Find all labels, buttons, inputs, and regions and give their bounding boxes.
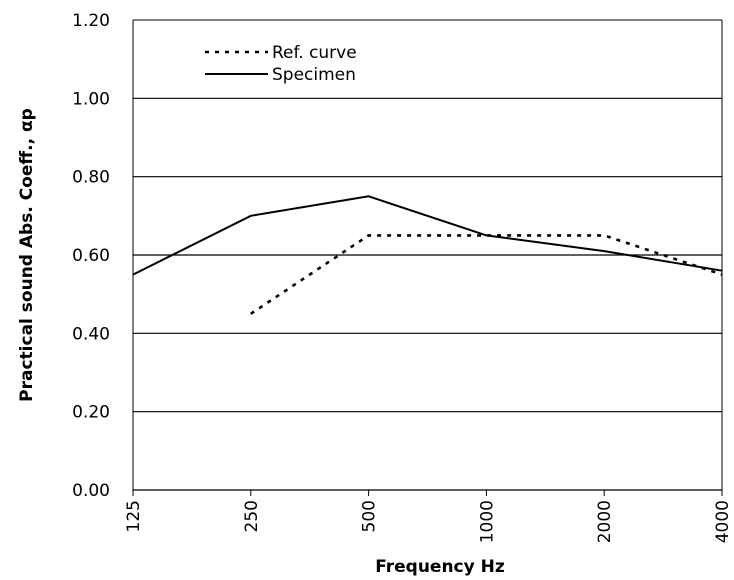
axes	[132, 19, 723, 496]
x-tick-labels: 125 250 500 1000 2000 4000	[124, 500, 733, 543]
y-tick-label: 0.00	[72, 481, 110, 501]
series-lines	[132, 195, 723, 315]
y-tick-label: 0.60	[72, 246, 110, 266]
legend-label: Specimen	[272, 65, 356, 85]
y-tick-labels: 0.00 0.20 0.40 0.60 0.80 1.00 1.20	[72, 11, 110, 501]
x-axis-label: Frequency Hz	[375, 557, 505, 577]
y-tick-label: 0.80	[72, 168, 110, 188]
y-tick-label: 0.40	[72, 324, 110, 344]
x-tick-label: 500	[360, 500, 380, 532]
y-tick-label: 1.00	[72, 89, 110, 109]
y-axis-label: Practical sound Abs. Coeff., αp	[17, 108, 37, 402]
grid-lines	[133, 97, 722, 413]
x-tick-label: 125	[124, 500, 144, 532]
y-tick-label: 1.20	[72, 11, 110, 31]
y-tick-label: 0.20	[72, 403, 110, 423]
x-tick-label: 4000	[713, 500, 733, 543]
series-line-ref-curve	[250, 234, 723, 315]
series-line-specimen	[132, 195, 723, 276]
x-tick-label: 1000	[477, 500, 497, 543]
x-tick-label: 250	[242, 500, 262, 532]
x-tick-label: 2000	[595, 500, 615, 543]
legend-label: Ref. curve	[272, 43, 357, 63]
